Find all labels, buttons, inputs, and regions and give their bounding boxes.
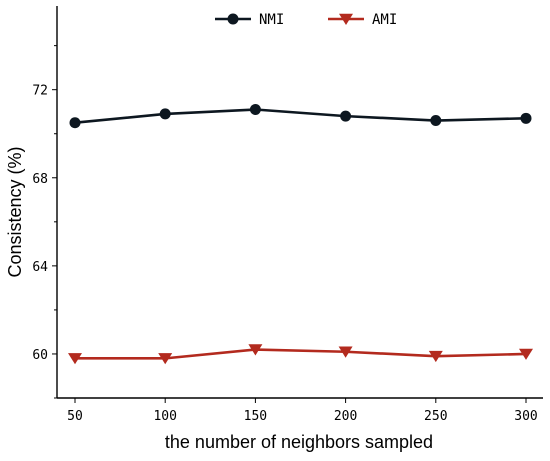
- nmi-point: [159, 108, 171, 120]
- ami-point: [68, 353, 82, 365]
- x-tick-label: 100: [153, 409, 176, 424]
- nmi-point: [69, 117, 81, 129]
- legend: NMI AMI: [215, 12, 397, 28]
- x-ticks: 50 100 150 200 250 300: [67, 398, 538, 424]
- x-tick-label: 300: [514, 409, 537, 424]
- ami-point: [519, 348, 533, 360]
- x-tick-label: 150: [244, 409, 267, 424]
- y-tick-label: 64: [32, 260, 48, 275]
- ami-point: [158, 353, 173, 365]
- legend-marker-ami: [339, 13, 353, 25]
- ami-line: [75, 348, 527, 360]
- series-group: [68, 104, 533, 365]
- x-tick-label: 250: [424, 409, 447, 424]
- x-tick-label: 200: [334, 409, 357, 424]
- legend-marker-nmi: [227, 13, 239, 25]
- nmi-point: [520, 112, 532, 124]
- legend-label-nmi: NMI: [259, 12, 284, 28]
- y-tick-label: 72: [32, 84, 48, 99]
- series-ami: [68, 344, 533, 365]
- nmi-point: [430, 115, 442, 127]
- y-tick-label: 68: [32, 172, 48, 187]
- x-axis-label: the number of neighbors sampled: [165, 432, 433, 452]
- y-axis-label: Consistency (%): [5, 146, 25, 277]
- x-tick-label: 50: [67, 409, 83, 424]
- ami-point: [248, 344, 263, 356]
- series-nmi: [69, 104, 532, 129]
- nmi-line: [74, 108, 527, 125]
- y-ticks: 60 64 68 72: [32, 45, 57, 399]
- legend-label-ami: AMI: [372, 12, 397, 28]
- ami-point: [428, 350, 443, 363]
- nmi-point: [340, 110, 352, 122]
- ami-point: [338, 346, 353, 358]
- axes: [56, 6, 543, 399]
- y-tick-label: 60: [32, 348, 48, 363]
- nmi-point: [249, 104, 261, 116]
